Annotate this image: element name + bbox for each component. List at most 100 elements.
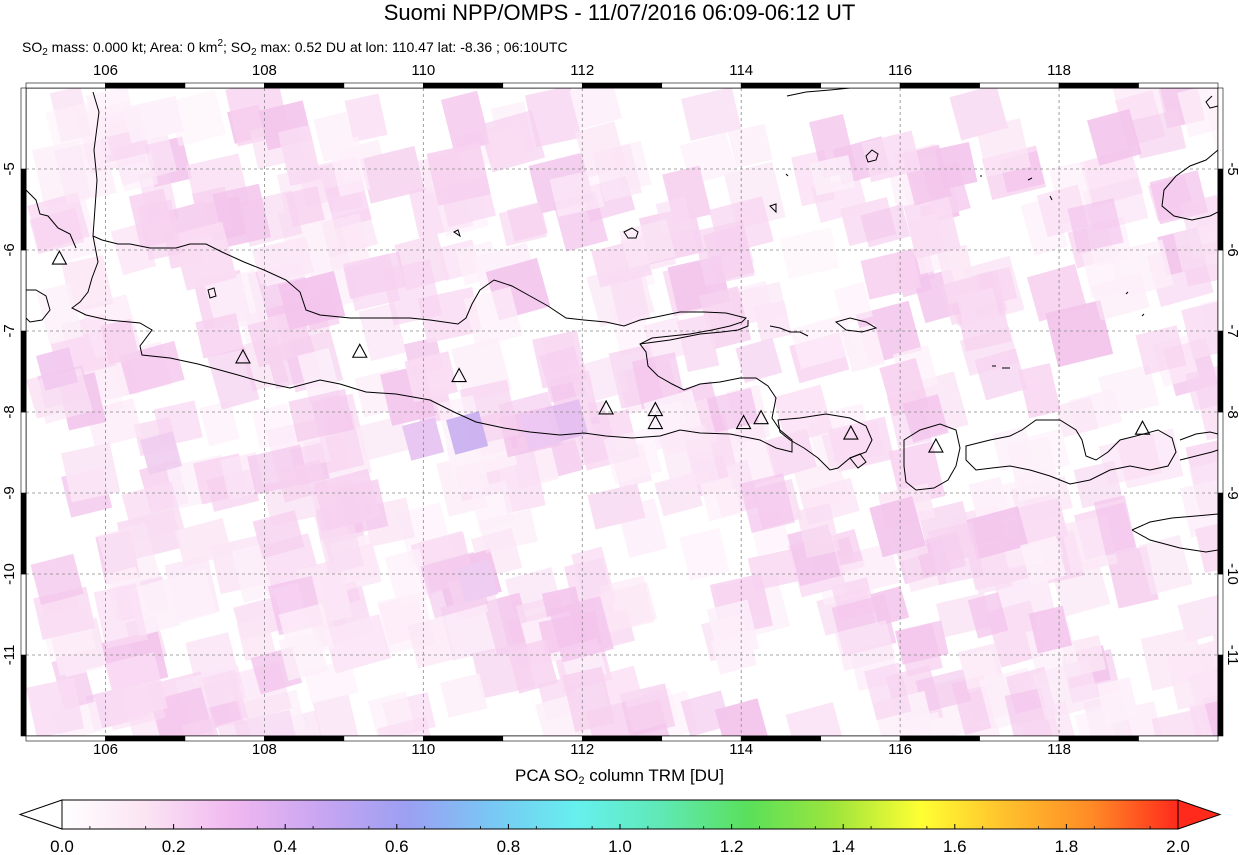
so2-pixel bbox=[793, 460, 850, 514]
lon-tick-label: 106 bbox=[93, 62, 118, 79]
so2-pixel bbox=[469, 480, 516, 531]
so2-pixel bbox=[61, 255, 114, 313]
volcano-marker bbox=[647, 414, 664, 430]
frame-bar-segment bbox=[1217, 411, 1224, 494]
so2-pixel bbox=[288, 388, 355, 443]
so2-pixel bbox=[869, 496, 926, 558]
colorbar-tick-label: 1.8 bbox=[1055, 837, 1079, 855]
frame-bar-segment bbox=[1138, 82, 1219, 89]
so2-pixel bbox=[172, 221, 237, 291]
axis-tick-labels: 106 106 108 108 110 110 112 112 114 114 116 116 118 1… bbox=[1, 62, 1239, 758]
lat-tick-label-right: -10 bbox=[1224, 563, 1239, 585]
so2-pixel bbox=[1151, 709, 1205, 736]
so2-pixel bbox=[30, 553, 84, 605]
so2-pixel bbox=[658, 424, 720, 492]
frame-bar-segment bbox=[820, 82, 901, 89]
so2-pixel bbox=[680, 690, 731, 736]
graticule bbox=[26, 88, 1218, 736]
volcano-marker bbox=[351, 343, 368, 358]
so2-pixel bbox=[693, 220, 755, 287]
so2-pixel bbox=[600, 665, 643, 706]
lon-tick-label: 114 bbox=[729, 741, 753, 758]
volcano-marker bbox=[927, 437, 944, 453]
lombok-coastline bbox=[903, 423, 961, 491]
sumba-coastline bbox=[1131, 513, 1218, 553]
so2-pixel bbox=[643, 316, 688, 363]
so2-pixel bbox=[796, 503, 841, 559]
volcano-marker bbox=[598, 399, 615, 415]
lon-tick-label: 106 bbox=[93, 741, 118, 758]
colorbar-tick-label: 0.6 bbox=[385, 837, 409, 855]
volcano-marker bbox=[51, 249, 68, 265]
island-nusa-penida bbox=[849, 453, 867, 469]
frame-bar-segment bbox=[20, 573, 27, 656]
frame-bar-segment bbox=[740, 82, 821, 89]
colorbar-tick-label: 1.0 bbox=[608, 837, 632, 855]
so2-pixel bbox=[700, 475, 742, 522]
lon-tick-label: 116 bbox=[888, 62, 912, 79]
lon-tick-label: 112 bbox=[570, 62, 594, 79]
so2-pixel bbox=[833, 281, 874, 325]
so2-pixel bbox=[739, 473, 796, 534]
so2-pixel bbox=[36, 283, 84, 345]
so2-pixel bbox=[137, 199, 183, 261]
frame-bar-segment bbox=[1217, 330, 1224, 413]
frame-bar-segment bbox=[20, 411, 27, 494]
so2-pixel bbox=[486, 125, 528, 168]
madura-coastline bbox=[639, 320, 749, 345]
colorbar-tick-label: 1.6 bbox=[943, 837, 967, 855]
frame-bar-segment bbox=[20, 492, 27, 575]
frame-bar-segment bbox=[661, 82, 742, 89]
so2-pixel bbox=[966, 506, 1029, 560]
so2-pixel bbox=[727, 123, 773, 168]
so2-pixel bbox=[426, 142, 491, 206]
sumatra-coastline bbox=[26, 189, 77, 323]
lat-tick-label-left: -7 bbox=[1, 324, 18, 337]
frame-bar-segment bbox=[1217, 492, 1224, 575]
so2-pixel bbox=[860, 248, 922, 300]
so2-pixel bbox=[1032, 658, 1102, 721]
so2-pixel bbox=[1045, 300, 1114, 368]
so2-pixel bbox=[592, 143, 643, 202]
so2-pixel bbox=[603, 427, 662, 484]
so2-pixel bbox=[278, 630, 328, 681]
so2-pixel bbox=[764, 428, 818, 479]
so2-pixel bbox=[506, 638, 558, 694]
lon-tick-label: 108 bbox=[252, 741, 277, 758]
lon-tick-label: 110 bbox=[411, 741, 435, 758]
frame-bar-segment bbox=[20, 330, 27, 413]
so2-pixel bbox=[1194, 517, 1218, 574]
colorbar-tick-label: 0.0 bbox=[50, 837, 74, 855]
lon-tick-label: 108 bbox=[252, 62, 277, 79]
colorbar-ticks: 0.0 0.2 0.4 0.6 0.8 1.0 1.2 1.4 1.6 1.8 2.0 bbox=[50, 824, 1190, 855]
so2-pixel bbox=[927, 521, 984, 586]
so2-pixel bbox=[440, 90, 491, 153]
so2-pixel bbox=[1166, 647, 1218, 710]
frame-bar-segment bbox=[1217, 249, 1224, 332]
volcano-marker bbox=[235, 348, 251, 364]
so2-pixel bbox=[404, 351, 459, 403]
so2-pixel bbox=[860, 204, 911, 248]
coastline-layer bbox=[26, 88, 1218, 553]
lat-tick-label-left: -5 bbox=[1, 162, 18, 175]
lon-tick-label: 116 bbox=[888, 741, 912, 758]
so2-pixel bbox=[967, 592, 1009, 639]
lon-tick-label: 110 bbox=[411, 62, 435, 79]
borneo-coastline bbox=[786, 88, 1218, 221]
so2-pixel bbox=[356, 415, 410, 462]
so2-pixel bbox=[773, 384, 834, 445]
so2-pixel bbox=[842, 324, 885, 373]
so2-pixel bbox=[1203, 88, 1218, 153]
so2-pixel bbox=[61, 442, 121, 503]
map-subtitle: SO2 mass: 0.000 kt; Area: 0 km2; SO2 max… bbox=[22, 38, 568, 58]
colorbar-label: PCA SO2 column TRM [DU] bbox=[515, 766, 724, 787]
island-karimunjawa bbox=[623, 227, 639, 239]
so2-pixel bbox=[277, 125, 322, 187]
lat-tick-label-left: -9 bbox=[1, 486, 18, 499]
so2-pixel bbox=[1098, 364, 1160, 418]
kangean-coastline bbox=[769, 317, 878, 337]
so2-pixel bbox=[959, 649, 1000, 690]
so2-pixel bbox=[1138, 534, 1193, 595]
map-title: Suomi NPP/OMPS - 11/07/2016 06:09-06:12 … bbox=[383, 0, 856, 25]
so2-pixel bbox=[1093, 495, 1137, 556]
